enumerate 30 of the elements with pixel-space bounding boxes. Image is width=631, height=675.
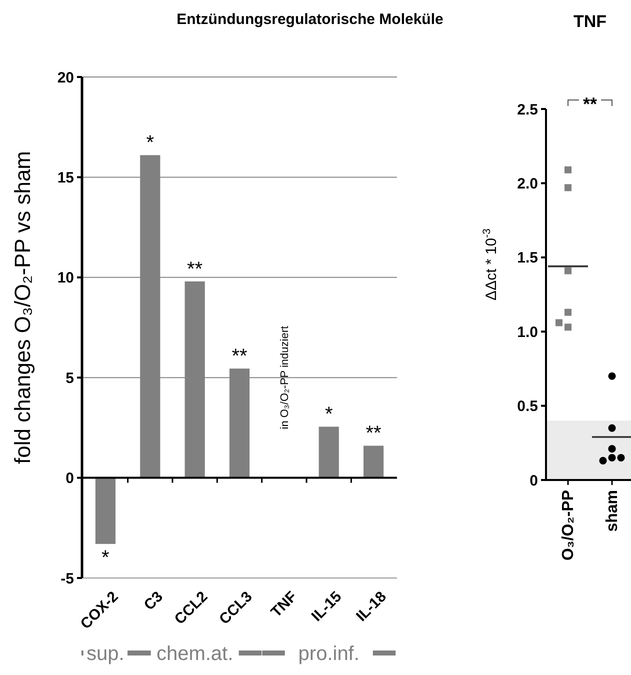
y-tick-label: 15 — [57, 169, 74, 186]
x-tick-label: C3 — [140, 588, 166, 614]
y-tick-label: 20 — [57, 69, 74, 86]
x-tick-label: TNF — [268, 588, 300, 621]
y-tick-label: 2.5 — [517, 101, 538, 118]
x-tick-label: O₃/O₂-PP — [560, 490, 577, 561]
y-tick-label: 1.0 — [517, 324, 538, 341]
y-tick-label: 1.5 — [517, 250, 538, 267]
annotation: in O₃/O₂-PP induziert — [279, 326, 292, 430]
y-tick-label: 5 — [66, 370, 74, 387]
y-tick-label: 10 — [57, 270, 74, 287]
annotation: ** — [582, 94, 598, 114]
annotation: * — [146, 132, 154, 154]
y-tick-label: 0 — [530, 472, 538, 490]
annotation: * — [102, 546, 110, 569]
y-tick-label: 2.0 — [517, 175, 538, 192]
text: sup. — [86, 643, 124, 665]
text: chem.at. — [156, 643, 234, 665]
annotation: ** — [232, 346, 248, 368]
y-axis-title: fold changes O₃/O₂-PP vs sham — [10, 150, 35, 464]
chart-title: TNF — [573, 12, 607, 31]
annotation: ** — [187, 258, 203, 280]
text: pro.inf. — [298, 643, 360, 665]
y-tick-label: -5 — [60, 570, 74, 588]
y-tick-label: 0 — [66, 470, 74, 488]
y-tick-label: 0.5 — [517, 398, 538, 416]
annotation: * — [324, 404, 333, 426]
x-tick-label: sham — [604, 490, 621, 532]
chart-title: Entzündungsregulatorische Moleküle — [176, 11, 444, 28]
annotation: ** — [366, 422, 382, 445]
